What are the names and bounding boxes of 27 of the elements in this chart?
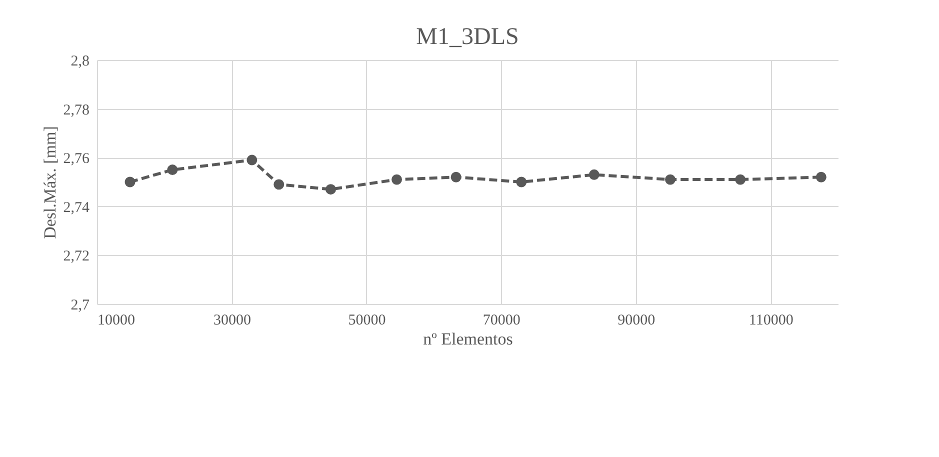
- y-tick-label: 2,74: [63, 200, 90, 216]
- point: [735, 174, 746, 185]
- point: [274, 179, 284, 190]
- x-tick-label: 30000: [213, 312, 251, 328]
- point: [124, 176, 136, 188]
- x-tick-label: 90000: [618, 312, 656, 328]
- y-tick-label: 2,7: [70, 298, 90, 314]
- point: [450, 172, 462, 182]
- x-axis-title: nº Elementos: [423, 330, 513, 348]
- y-tick-label: 2,78: [63, 102, 90, 118]
- point: [167, 164, 178, 176]
- y-axis-title: Desl.Máx. [mm]: [40, 126, 60, 239]
- point: [665, 174, 676, 185]
- x-tick-label: 50000: [348, 312, 386, 328]
- x-tick-label: 10000: [98, 312, 135, 328]
- y-tick-label: 2,8: [70, 54, 90, 70]
- y-tick-label: 2,76: [63, 151, 90, 168]
- x-tick-label: 110000: [748, 312, 794, 328]
- point: [588, 169, 600, 180]
- y-tick-label: 2,72: [63, 248, 90, 265]
- point: [516, 176, 527, 188]
- x-tick-label: 70000: [482, 312, 520, 328]
- chart-title: M1_3DLS: [416, 24, 519, 50]
- point: [326, 184, 336, 195]
- point: [246, 154, 258, 166]
- point: [392, 174, 402, 185]
- point: [816, 172, 826, 182]
